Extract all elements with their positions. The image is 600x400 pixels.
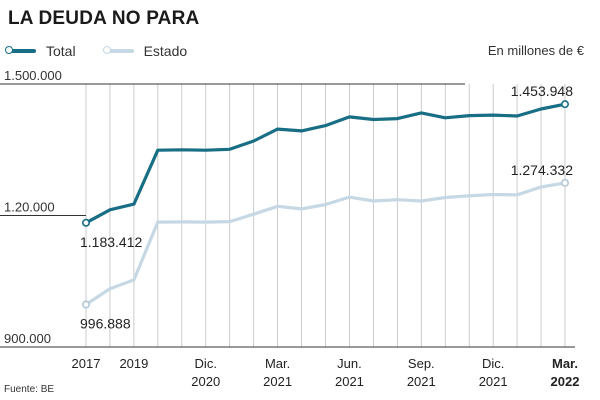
data-label: 996.888 [80, 316, 131, 332]
series-point-estado [560, 178, 569, 187]
chart-title: LA DEUDA NO PARA [8, 8, 200, 29]
x-axis-tick-label: 2022 [551, 374, 580, 389]
series-point-estado [82, 300, 91, 309]
legend: Total Estado [5, 41, 215, 61]
x-axis-tick-label: Dic. [195, 356, 217, 371]
x-axis-tick-label: 2020 [191, 374, 220, 389]
x-axis-tick-label: 2021 [479, 374, 508, 389]
x-axis-tick-label: Sep. [408, 356, 435, 371]
legend-item-estado: Estado [102, 43, 188, 59]
legend-swatch-estado [102, 46, 134, 54]
legend-label-total: Total [46, 43, 76, 59]
data-label: 1.453.948 [511, 83, 573, 99]
data-label: 1.274.332 [511, 162, 573, 178]
x-axis-tick-label: Jun. [337, 356, 362, 371]
x-axis-tick-label: Mar. [265, 356, 290, 371]
x-axis-tick-label: 2021 [335, 374, 364, 389]
series-point-total [560, 100, 569, 109]
series-line-estado [84, 181, 567, 307]
x-axis-tick-label: 2021 [407, 374, 436, 389]
y-axis-tick-label: 1.500.000 [4, 68, 62, 83]
x-axis-tick-label: Dic. [482, 356, 504, 371]
legend-item-total: Total [5, 43, 76, 59]
x-axis-tick-label: 2017 [72, 356, 101, 371]
legend-label-estado: Estado [143, 43, 188, 59]
y-axis-tick-label: 900.000 [4, 331, 51, 346]
legend-swatch-total [5, 46, 36, 54]
unit-note: En millones de € [487, 43, 584, 58]
x-axis-tick-label: 2021 [263, 374, 292, 389]
series-point-total [82, 218, 91, 227]
x-axis-tick-label: 2019 [119, 356, 148, 371]
y-axis-tick-label: 1.20.000 [4, 200, 55, 215]
source-note: Fuente: BE [4, 384, 55, 395]
series-line-total [84, 102, 567, 225]
data-label: 1.183.412 [80, 234, 142, 250]
x-axis-tick-label: Mar. [552, 356, 578, 371]
